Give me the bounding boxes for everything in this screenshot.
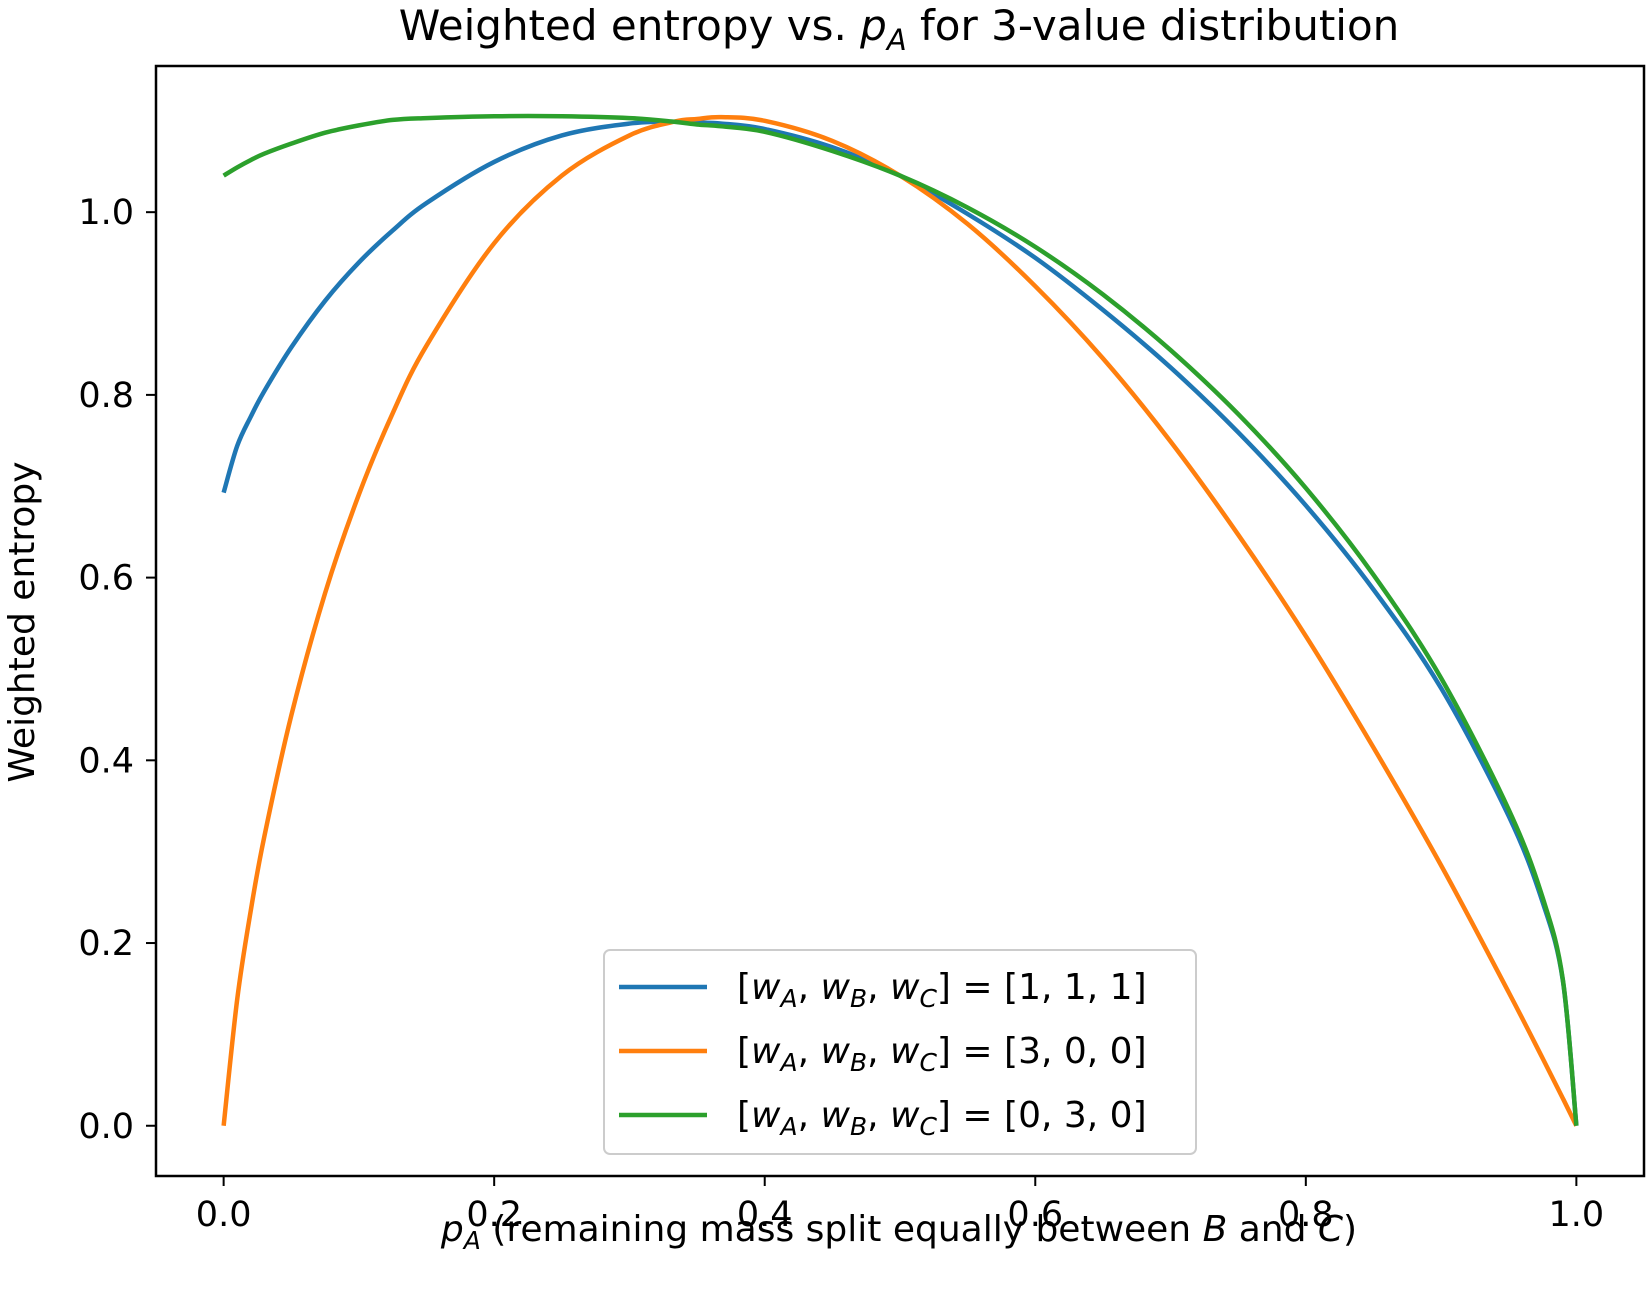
legend-label: [wA, wB, wC] = [1, 1, 1] [737,967,1147,1013]
legend-label: [wA, wB, wC] = [0, 3, 0] [737,1095,1147,1141]
x-tick-label: 0.8 [1278,1195,1334,1235]
y-tick-label: 1.0 [78,193,134,233]
y-tick-label: 0.4 [78,741,134,781]
y-tick-label: 0.8 [78,376,134,416]
x-tick-label: 1.0 [1549,1195,1605,1235]
series-line-2 [221,114,1579,1127]
series-line-1 [221,119,1579,1126]
y-tick-label: 0.6 [78,559,134,599]
x-tick-label: 0.6 [1007,1195,1063,1235]
y-axis-label: Weighted entropy [2,461,43,782]
y-tick-label: 0.0 [78,1107,134,1147]
legend-label: [wA, wB, wC] = [3, 0, 0] [737,1031,1147,1077]
x-axis-label: pA (remaining mass split equally between… [440,1209,1357,1255]
series-line-3 [222,113,1579,1126]
x-tick-label: 0.2 [466,1195,522,1235]
plot-frame [154,64,1646,1178]
axis-ticks: 0.0 0.2 0.4 0.6 0.8 1.0 0.0 0.2 0.4 0.6 0.8 1.0 [78,193,1604,1235]
chart-title: Weighted entropy vs. pA for 3-value dist… [399,1,1400,57]
x-tick-label: 0.0 [196,1195,252,1235]
y-tick-label: 0.2 [78,924,134,964]
legend: [wA, wB, wC] = [1, 1, 1] [wA, wB, wC] = [… [603,949,1197,1155]
series-lines [221,113,1579,1127]
x-tick-label: 0.4 [737,1195,793,1235]
legend-box [603,949,1197,1155]
